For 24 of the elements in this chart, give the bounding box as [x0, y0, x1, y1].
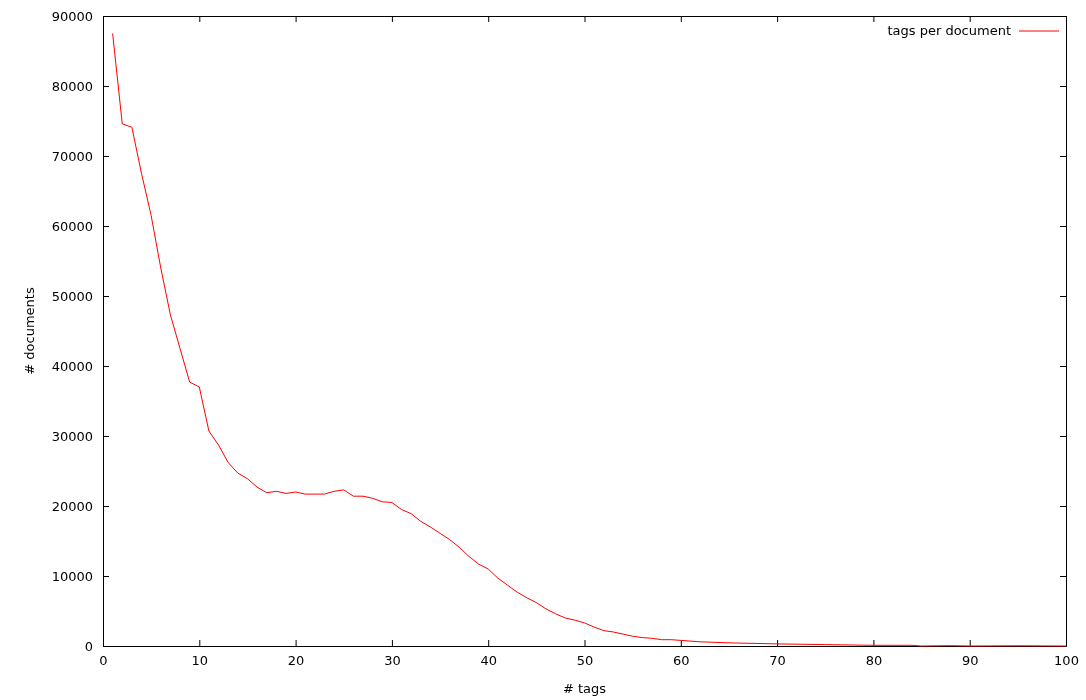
x-axis-title: # tags — [562, 681, 607, 696]
x-tick-label: 70 — [769, 653, 786, 669]
y-tick-label: 50000 — [51, 288, 93, 304]
x-tick-label: 30 — [384, 653, 401, 669]
x-tick-label: 90 — [961, 653, 979, 669]
x-tick-label: 10 — [191, 653, 209, 669]
x-tick-label: 20 — [287, 653, 305, 669]
y-tick-label: 60000 — [51, 218, 93, 234]
y-axis-title: # documents — [22, 287, 37, 375]
y-tick-label: 70000 — [51, 148, 93, 164]
x-tick-label: 0 — [99, 653, 108, 669]
y-tick-label: 0 — [84, 638, 93, 654]
x-tick-label: 80 — [865, 653, 883, 669]
y-tick-label: 10000 — [51, 568, 93, 584]
y-tick-label: 20000 — [51, 498, 93, 514]
y-tick-label: 80000 — [51, 78, 93, 94]
y-tick-label: 40000 — [51, 358, 93, 374]
x-tick-label: 100 — [1054, 653, 1079, 669]
x-tick-label: 40 — [480, 653, 497, 669]
y-tick-label: 90000 — [51, 8, 93, 24]
y-tick-label: 30000 — [51, 428, 93, 444]
x-tick-label: 50 — [576, 653, 594, 669]
x-tick-label: 60 — [673, 653, 690, 669]
legend-label: tags per document — [887, 23, 1011, 38]
